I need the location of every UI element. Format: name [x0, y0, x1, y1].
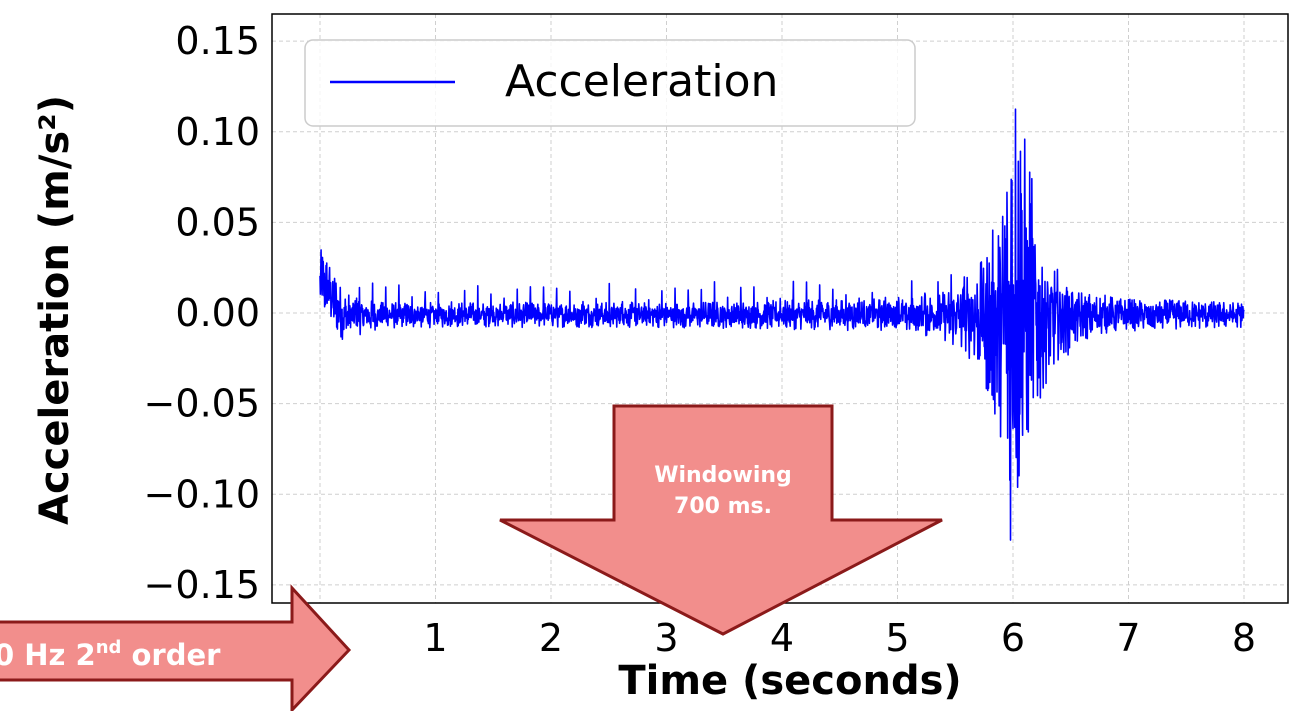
legend-box — [304, 39, 916, 127]
filter-arrow: 0 Hz 2nd order — [0, 584, 352, 714]
x-tick-label: 8 — [1232, 616, 1256, 660]
y-tick-label: −0.15 — [144, 563, 260, 607]
y-tick-label: 0.15 — [175, 19, 260, 63]
legend-label-acceleration: Acceleration — [505, 56, 778, 107]
y-tick-label: 0.00 — [175, 291, 260, 335]
x-tick-label: 2 — [539, 616, 563, 660]
x-axis-title: Time (seconds) — [618, 658, 961, 704]
y-tick-label: 0.05 — [175, 200, 260, 244]
x-tick-label: 5 — [885, 616, 909, 660]
y-tick-label: 0.10 — [175, 110, 260, 154]
series-acceleration — [319, 108, 1245, 541]
x-tick-label: 4 — [770, 616, 794, 660]
filter-label-suffix: order — [121, 638, 221, 672]
y-axis-title: Acceleration (m/s²) — [32, 95, 78, 525]
filter-label-sup: nd — [96, 637, 122, 658]
filter-label-prefix: 0 Hz 2 — [0, 638, 96, 672]
windowing-duration: 700 ms. — [674, 494, 772, 519]
windowing-arrow: Windowing 700 ms. — [499, 404, 943, 636]
x-tick-label: 1 — [423, 616, 447, 660]
y-tick-labels: −0.15 −0.10 −0.05 0.00 0.05 0.10 0.15 — [144, 19, 260, 607]
y-tick-label: −0.05 — [144, 382, 260, 426]
y-tick-label: −0.10 — [144, 472, 260, 516]
windowing-label: Windowing — [654, 463, 792, 488]
x-tick-label: 3 — [654, 616, 678, 660]
down-arrow-shape — [499, 404, 943, 636]
acceleration-line — [319, 108, 1245, 541]
x-tick-label: 7 — [1116, 616, 1140, 660]
legend: Acceleration — [304, 39, 916, 127]
filter-label: 0 Hz 2nd order — [0, 637, 221, 672]
right-arrow-shape — [0, 584, 352, 714]
x-tick-label: 6 — [1001, 616, 1025, 660]
